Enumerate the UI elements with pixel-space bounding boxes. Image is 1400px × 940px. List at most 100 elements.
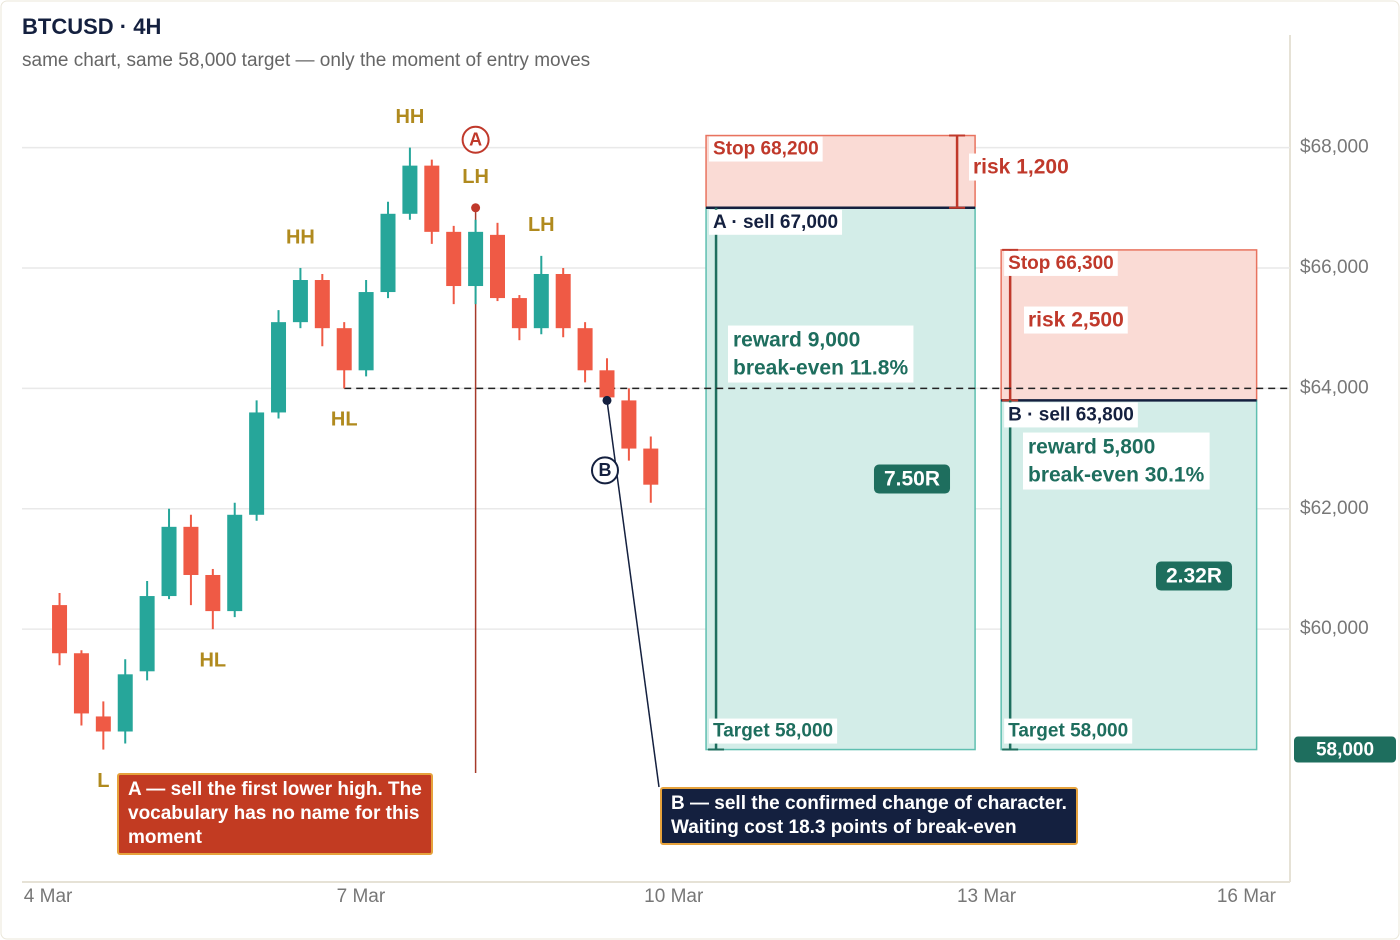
swing-label: L — [97, 770, 109, 792]
x-tick-label: 4 Mar — [24, 886, 73, 907]
entry-marker-label: B — [598, 460, 611, 480]
r-multiple: 2.32R — [1166, 565, 1222, 588]
r-badge: 2.32R — [1155, 561, 1233, 591]
candle-body — [424, 165, 440, 232]
target-label-bg — [709, 718, 838, 744]
stop-label-bg — [709, 136, 823, 162]
candle-body — [621, 400, 637, 449]
r-badge-bg — [1155, 561, 1233, 591]
callout-line: moment — [128, 827, 202, 848]
candle-body — [599, 370, 615, 398]
callout-line: Waiting cost 18.3 points of break-even — [671, 817, 1017, 838]
risk-label-group: risk 2,500 — [1024, 306, 1128, 334]
stop-label: Stop 68,200 — [713, 139, 819, 160]
swing-label: HL — [199, 649, 226, 671]
risk-label-group: risk 1,200 — [969, 153, 1073, 181]
entry-label-group: B · sell 63,800 — [1004, 402, 1138, 428]
candle-body — [292, 280, 308, 323]
chart-title: BTCUSD · 4H — [22, 14, 161, 39]
candle-body — [139, 596, 155, 672]
entry-label-bg — [1004, 402, 1138, 428]
swing-label: HH — [395, 106, 424, 128]
stop-label-group: Stop 66,300 — [1004, 250, 1118, 276]
callout-line: B — sell the confirmed change of charact… — [671, 793, 1067, 814]
callout: A — sell the first lower high. The vocabu… — [117, 773, 433, 855]
candle-body — [73, 653, 89, 714]
candle-body — [314, 280, 330, 329]
candle-body — [358, 292, 374, 371]
target-label: Target 58,000 — [713, 721, 833, 742]
breakeven-label: break-even 30.1% — [1028, 464, 1205, 487]
stop-label: Stop 66,300 — [1008, 253, 1114, 274]
candle-body — [490, 234, 505, 299]
swing-label: HL — [331, 409, 358, 431]
candle-body — [380, 213, 396, 293]
candle-body — [52, 605, 68, 654]
x-tick-label: 10 Mar — [644, 886, 704, 907]
target-label: Target 58,000 — [1008, 721, 1128, 742]
candle-body — [533, 273, 549, 329]
swing-label: HH — [286, 226, 315, 248]
risk-label: risk 1,200 — [973, 156, 1069, 179]
stop-label-bg — [1004, 250, 1118, 276]
target-label-group: Target 58,000 — [1004, 718, 1133, 744]
y-tick-label: $64,000 — [1300, 377, 1369, 398]
entry-dot — [602, 395, 612, 405]
target-tag-bg — [1294, 736, 1396, 763]
callout-line: vocabulary has no name for this — [128, 803, 420, 824]
risk-label-bg — [1024, 306, 1128, 334]
y-tick-label: $68,000 — [1300, 137, 1369, 158]
target-label-group: Target 58,000 — [709, 718, 838, 744]
candle-body — [227, 514, 243, 612]
x-tick-label: 16 Mar — [1217, 886, 1277, 907]
swing-label: LH — [528, 214, 555, 236]
target-tag-label: 58,000 — [1316, 740, 1374, 761]
risk-label-bg — [969, 153, 1073, 181]
candle-body — [336, 328, 352, 371]
candle-body — [161, 526, 177, 597]
reward-note: reward 9,000 break-even 11.8% — [728, 325, 914, 383]
reward-label: reward 5,800 — [1028, 436, 1155, 459]
callout: B — sell the confirmed change of charact… — [660, 787, 1078, 845]
r-badge: 7.50R — [873, 464, 951, 494]
reward-note-bg — [728, 325, 914, 383]
entry-label: B · sell 63,800 — [1008, 404, 1134, 425]
r-multiple: 7.50R — [884, 468, 940, 491]
candle-body — [555, 273, 571, 329]
y-tick-label: $66,000 — [1300, 257, 1369, 278]
chart-subtitle: same chart, same 58,000 target — only th… — [22, 50, 590, 71]
candle-body — [446, 231, 462, 287]
entry-marker — [590, 456, 619, 485]
risk-label: risk 2,500 — [1028, 309, 1124, 332]
entry-marker — [461, 125, 490, 154]
reward-label: reward 9,000 — [733, 329, 860, 352]
candle-body — [205, 574, 221, 612]
callout-line: A — sell the first lower high. The — [128, 779, 422, 800]
candle-body — [643, 448, 659, 485]
target-label-bg — [1004, 718, 1133, 744]
entry-marker-label: A — [469, 130, 482, 150]
candle-body — [95, 716, 111, 732]
entry-label-bg — [709, 209, 843, 235]
x-tick-label: 7 Mar — [337, 886, 386, 907]
candle-body — [183, 526, 199, 575]
candle-body — [577, 328, 593, 371]
candle-body — [117, 674, 133, 732]
candle-body — [249, 412, 265, 515]
reward-note: reward 5,800 break-even 30.1% — [1023, 432, 1210, 490]
r-badge-bg — [873, 464, 951, 494]
swing-label: LH — [462, 166, 489, 188]
candle-body — [402, 165, 418, 214]
entry-dot — [471, 203, 481, 213]
reward-note-bg — [1023, 432, 1210, 490]
entry-label: A · sell 67,000 — [713, 212, 838, 233]
candle-body — [511, 298, 527, 329]
stop-label-group: Stop 68,200 — [709, 136, 823, 162]
y-tick-label: $60,000 — [1300, 618, 1369, 639]
entry-label-group: A · sell 67,000 — [709, 209, 843, 235]
candle-body — [468, 231, 484, 287]
x-tick-label: 13 Mar — [957, 886, 1017, 907]
breakeven-label: break-even 11.8% — [733, 357, 908, 380]
